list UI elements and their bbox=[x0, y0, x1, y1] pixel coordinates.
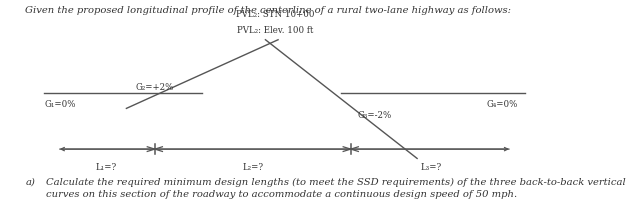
Text: Given the proposed longitudinal profile of the centerline of a rural two-lane hi: Given the proposed longitudinal profile … bbox=[25, 6, 511, 15]
Text: a): a) bbox=[25, 178, 35, 187]
Text: G₁=0%: G₁=0% bbox=[44, 100, 76, 109]
Text: L₃=?: L₃=? bbox=[421, 163, 442, 172]
Text: PVL₂: STN 10+00: PVL₂: STN 10+00 bbox=[236, 10, 314, 19]
Text: Calculate the required minimum design lengths (to meet the SSD requirements) of : Calculate the required minimum design le… bbox=[46, 178, 625, 200]
Text: L₁=?: L₁=? bbox=[95, 163, 116, 172]
Text: PVL₂: Elev. 100 ft: PVL₂: Elev. 100 ft bbox=[237, 26, 313, 35]
Text: G₄=0%: G₄=0% bbox=[487, 100, 518, 109]
Text: L₂=?: L₂=? bbox=[242, 163, 264, 172]
Text: G₃=-2%: G₃=-2% bbox=[357, 111, 391, 119]
Text: G₂=+2%: G₂=+2% bbox=[136, 83, 174, 92]
